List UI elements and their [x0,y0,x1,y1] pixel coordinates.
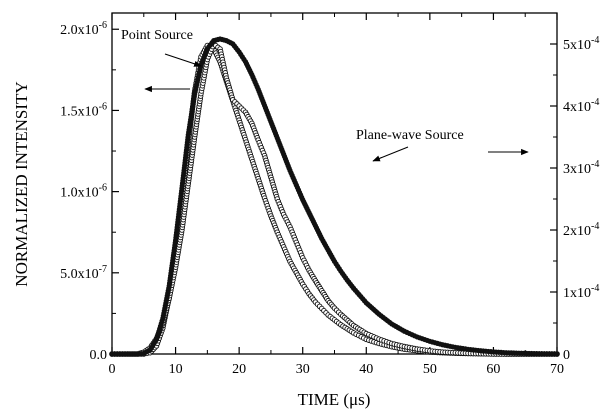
point-source-pointer-arrow [164,53,202,67]
series-1 [109,41,560,357]
y-tick-label: 1.0x10-6 [60,183,107,201]
y-tick-label: 2x10-4 [563,221,599,239]
x-axis-title: TIME (μs) [298,390,371,409]
y-tick-label: 5x10-4 [563,35,599,53]
x-tick-label: 70 [550,362,564,377]
y-tick-label: 3x10-4 [563,159,599,177]
x-tick-label: 60 [486,362,500,377]
y-tick-label: 4x10-4 [563,97,599,115]
plane-wave-pointer-arrow [372,146,409,162]
y-tick-label: 1.5x10-6 [60,101,107,119]
series-2 [109,36,560,357]
y-tick-label: 5.0x10-7 [60,264,107,282]
x-tick-label: 0 [109,362,116,377]
y-tick-label: 2.0x10-6 [60,20,107,38]
y-axis-title: NORMALIZED INTENSITY [12,81,31,286]
x-tick-label: 50 [423,362,437,377]
y-tick-label: 0 [563,348,570,363]
point-source-label: Point Source [121,28,193,43]
y-tick-label: 1x10-4 [563,283,599,301]
x-tick-label: 40 [359,362,373,377]
y-tick-label: 0.0 [90,348,108,363]
x-tick-label: 30 [296,362,310,377]
x-tick-label: 10 [169,362,183,377]
x-tick-label: 20 [232,362,246,377]
plot-frame [111,12,558,355]
data-point [554,351,560,357]
plane-wave-source-label: Plane-wave Source [356,128,464,143]
